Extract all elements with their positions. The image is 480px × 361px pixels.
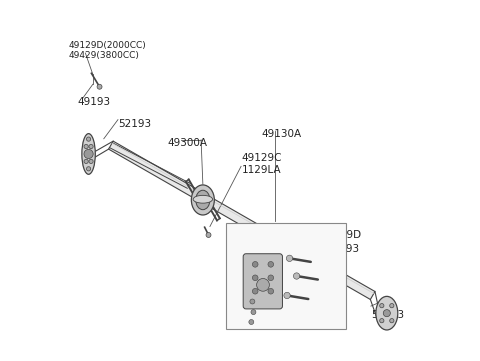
Text: 49193: 49193 <box>327 244 360 254</box>
Circle shape <box>257 278 269 291</box>
Ellipse shape <box>196 190 210 210</box>
Text: 49429(3800CC): 49429(3800CC) <box>69 51 139 60</box>
Circle shape <box>252 261 258 267</box>
Ellipse shape <box>192 185 215 215</box>
Ellipse shape <box>193 195 213 203</box>
Text: 49300A: 49300A <box>168 138 207 148</box>
Text: 49129C: 49129C <box>242 153 282 163</box>
Circle shape <box>380 318 384 323</box>
Circle shape <box>84 159 88 164</box>
Circle shape <box>252 288 258 294</box>
Circle shape <box>84 144 88 149</box>
Circle shape <box>268 261 274 267</box>
Circle shape <box>86 167 91 171</box>
Text: 52193: 52193 <box>118 118 151 129</box>
Ellipse shape <box>82 134 96 174</box>
Circle shape <box>390 318 394 323</box>
Text: 49130A: 49130A <box>261 129 301 139</box>
FancyBboxPatch shape <box>243 254 282 309</box>
Circle shape <box>206 232 211 238</box>
Text: 52193: 52193 <box>371 310 404 319</box>
Circle shape <box>390 304 394 308</box>
Polygon shape <box>108 141 375 300</box>
Circle shape <box>89 144 93 149</box>
Circle shape <box>97 84 102 89</box>
Ellipse shape <box>376 296 398 330</box>
Text: 49129D: 49129D <box>321 230 362 240</box>
Circle shape <box>251 310 256 314</box>
Bar <box>226 223 346 329</box>
Circle shape <box>329 268 334 272</box>
Circle shape <box>268 275 274 280</box>
Circle shape <box>384 310 390 317</box>
Text: 49129D(2000CC): 49129D(2000CC) <box>69 41 146 50</box>
Circle shape <box>252 275 258 280</box>
Circle shape <box>268 288 274 294</box>
Circle shape <box>89 159 93 164</box>
Circle shape <box>86 137 91 141</box>
Text: 49193: 49193 <box>77 97 110 107</box>
Circle shape <box>287 255 293 261</box>
Circle shape <box>249 319 254 325</box>
Text: 1129LA: 1129LA <box>242 165 281 175</box>
Circle shape <box>84 149 93 158</box>
Circle shape <box>380 304 384 308</box>
Circle shape <box>250 299 255 304</box>
Circle shape <box>293 273 300 279</box>
Circle shape <box>284 292 290 299</box>
